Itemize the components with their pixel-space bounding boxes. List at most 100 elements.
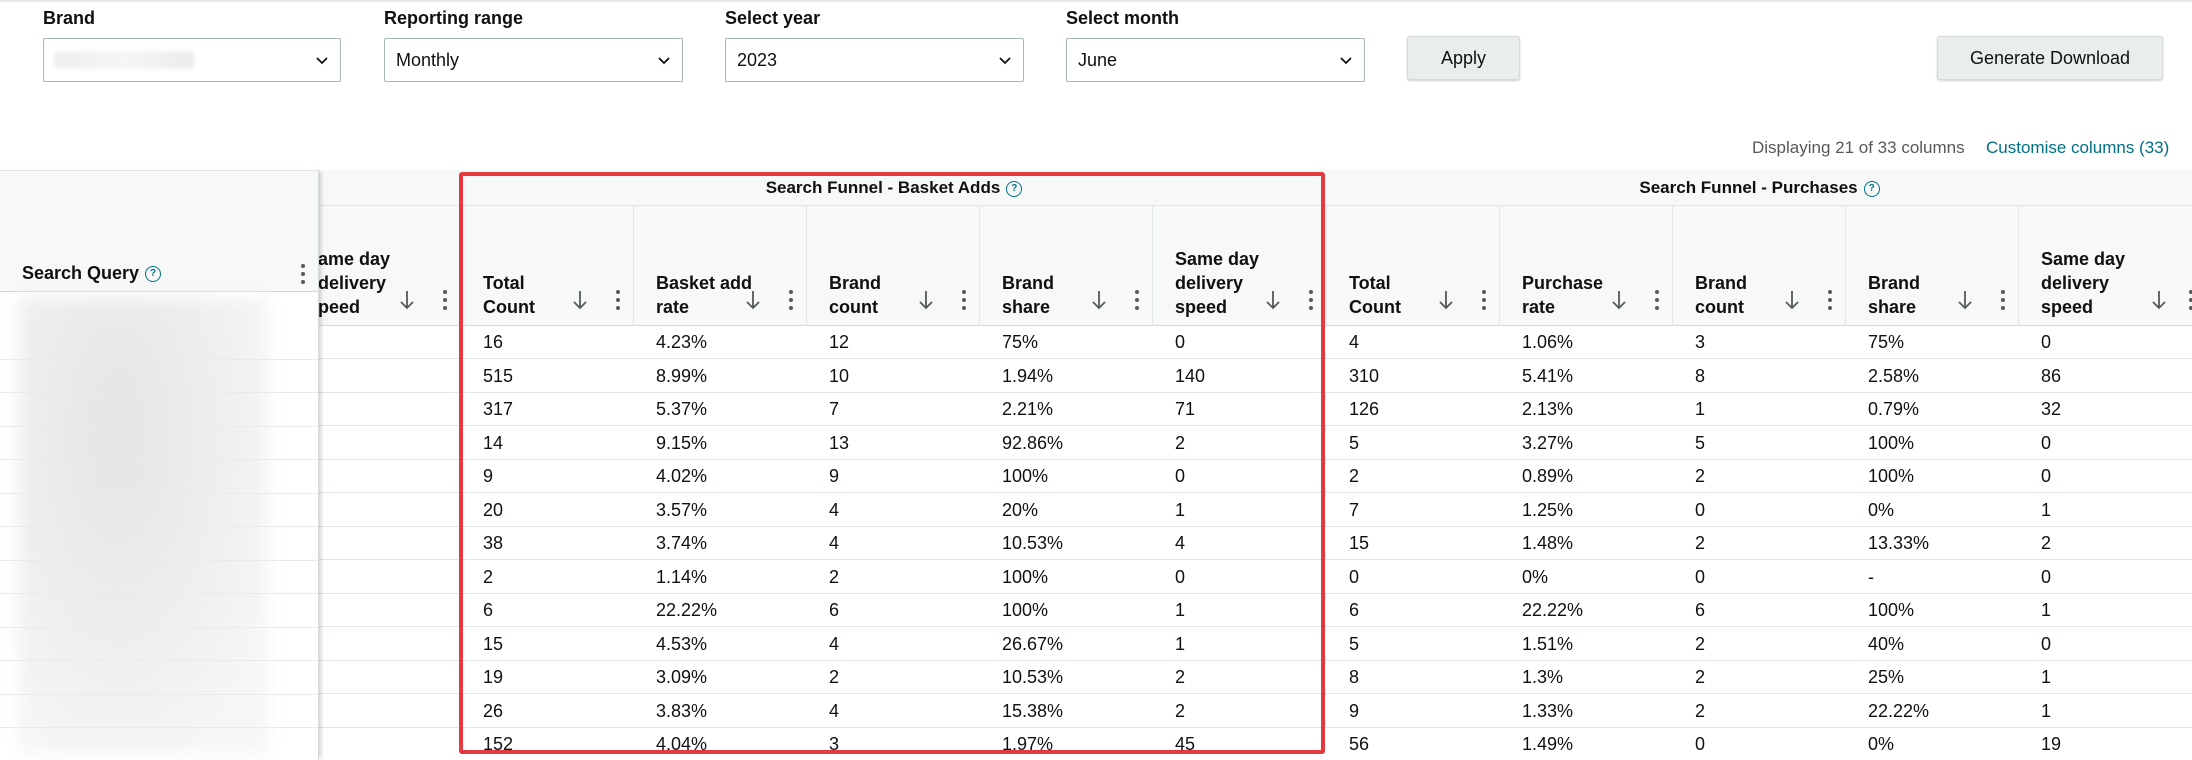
customise-columns-link[interactable]: Customise columns (33) xyxy=(1986,138,2170,157)
cell-purchase-brand-count: 1 xyxy=(1695,399,1706,419)
sort-arrow-icon[interactable] xyxy=(1437,289,1455,311)
help-icon[interactable]: ? xyxy=(1863,180,1880,197)
column-header-purchase-brand-share[interactable]: Brand share xyxy=(1846,206,2019,326)
cell-basket-total: 20 xyxy=(483,499,504,520)
cell-basket-brand-share: 10.53% xyxy=(1002,533,1064,553)
sort-arrow-icon[interactable] xyxy=(1264,289,1282,311)
cell-purchase-sameday: 0 xyxy=(2041,566,2052,587)
kebab-menu-icon[interactable] xyxy=(788,289,794,311)
kebab-menu-icon[interactable] xyxy=(2000,289,2006,311)
help-icon[interactable]: ? xyxy=(145,266,162,283)
reporting-range-select[interactable]: Monthly xyxy=(384,38,683,82)
cell-purchase-brand-count: 5 xyxy=(1695,432,1706,453)
kebab-menu-icon[interactable] xyxy=(1134,289,1140,311)
row-divider xyxy=(0,660,318,661)
table-row: 15 4.53% 4 26.67% 1 5 1.51% 2 40% 0 xyxy=(0,628,2192,661)
apply-button[interactable]: Apply xyxy=(1407,36,1520,80)
cell-purchase-brand-count: 2 xyxy=(1695,533,1706,553)
cell-purchase-sameday: 19 xyxy=(2041,734,2062,754)
sort-arrow-icon[interactable] xyxy=(744,289,762,311)
cell-basket-brand-share: 75% xyxy=(1002,332,1039,352)
group-header-purchases: Search Funnel - Purchases? xyxy=(1327,170,2192,206)
column-header-basket-add-rate[interactable]: Basket add rate xyxy=(634,206,807,326)
cell-basket-rate: 3.83% xyxy=(656,700,708,721)
cell-basket-brand-count: 13 xyxy=(829,432,850,453)
cell-purchase-brand-share: 0.79% xyxy=(1868,399,1920,419)
cell-purchase-total: 5 xyxy=(1349,432,1360,453)
cell-purchase-brand-share: 75% xyxy=(1868,332,1905,352)
group-title-basket-adds: Search Funnel - Basket Adds xyxy=(765,178,1001,197)
kebab-menu-icon[interactable] xyxy=(300,263,306,285)
cell-basket-total: 317 xyxy=(483,399,514,419)
cell-basket-sameday: 71 xyxy=(1175,399,1196,419)
generate-download-button[interactable]: Generate Download xyxy=(1937,36,2163,80)
column-title: Total Count xyxy=(483,273,535,317)
cell-purchase-brand-count: 2 xyxy=(1695,700,1706,721)
search-query-values-redacted xyxy=(18,298,268,753)
cell-purchase-brand-share: 13.33% xyxy=(1868,533,1930,553)
column-header-basket-brand-share[interactable]: Brand share xyxy=(980,206,1153,326)
row-divider xyxy=(0,425,318,427)
sort-arrow-icon[interactable] xyxy=(1956,289,1974,311)
sort-arrow-icon[interactable] xyxy=(917,289,935,311)
brand-select[interactable] xyxy=(43,38,341,82)
group-title-purchases: Search Funnel - Purchases xyxy=(1639,178,1858,197)
column-header-basket-same-day[interactable]: Same day delivery speed xyxy=(1153,206,1327,326)
sort-arrow-icon[interactable] xyxy=(571,289,589,311)
kebab-menu-icon[interactable] xyxy=(1827,289,1833,311)
cell-purchase-brand-share: 0% xyxy=(1868,734,1895,754)
cell-purchase-total: 126 xyxy=(1349,399,1380,419)
cell-basket-rate: 3.57% xyxy=(656,499,708,520)
column-header-purchase-rate[interactable]: Purchase rate xyxy=(1500,206,1673,326)
kebab-menu-icon[interactable] xyxy=(615,289,621,311)
month-select[interactable]: June xyxy=(1066,38,1365,82)
cell-purchase-sameday: 0 xyxy=(2041,466,2052,486)
column-header-purchase-same-day[interactable]: Same day delivery speed xyxy=(2019,206,2192,326)
sort-arrow-icon[interactable] xyxy=(1783,289,1801,311)
kebab-menu-icon[interactable] xyxy=(2188,289,2192,311)
year-select[interactable]: 2023 xyxy=(725,38,1024,82)
cell-basket-sameday: 140 xyxy=(1175,365,1206,386)
cell-purchase-brand-count: 6 xyxy=(1695,600,1706,620)
table-row: 2263.83%415.38%291.33%222.22%1 xyxy=(0,695,2192,728)
cell-purchase-brand-share: - xyxy=(1868,566,1874,587)
cell-purchase-total: 8 xyxy=(1349,667,1360,687)
kebab-menu-icon[interactable] xyxy=(1654,289,1660,311)
chevron-down-icon xyxy=(1340,57,1352,65)
table-row: 14 9.15% 13 92.86% 2 5 3.27% 5 100% 0 xyxy=(0,427,2192,460)
cell-purchase-sameday: 1 xyxy=(2041,700,2052,721)
cell-purchase-rate: 5.41% xyxy=(1522,365,1574,386)
cell-basket-sameday: 2 xyxy=(1175,667,1186,687)
kebab-menu-icon[interactable] xyxy=(961,289,967,311)
kebab-menu-icon[interactable] xyxy=(1481,289,1487,311)
chevron-down-icon xyxy=(316,57,328,65)
cell-basket-total: 38 xyxy=(483,533,504,553)
cell-basket-total: 15 xyxy=(483,633,504,654)
cell-purchase-rate: 2.13% xyxy=(1522,399,1574,419)
cell-basket-rate: 4.02% xyxy=(656,466,708,486)
column-header-purchase-total-count[interactable]: Total Count xyxy=(1327,206,1500,326)
cell-basket-total: 2 xyxy=(483,566,494,587)
help-icon[interactable]: ? xyxy=(1006,180,1023,197)
column-header-basket-total-count[interactable]: Total Count xyxy=(461,206,634,326)
kebab-menu-icon[interactable] xyxy=(1308,289,1314,311)
cell-basket-rate: 1.14% xyxy=(656,566,708,587)
cell-purchase-total: 2 xyxy=(1349,466,1360,486)
kebab-menu-icon[interactable] xyxy=(442,289,448,311)
cell-basket-rate: 5.37% xyxy=(656,399,708,419)
sort-arrow-icon[interactable] xyxy=(1090,289,1108,311)
row-divider xyxy=(0,358,318,360)
column-header-search-query[interactable]: Search Query? xyxy=(0,170,318,292)
sort-arrow-icon[interactable] xyxy=(398,289,416,311)
row-divider xyxy=(0,459,318,460)
cell-basket-total: 16 xyxy=(483,332,504,352)
cell-basket-rate: 4.04% xyxy=(656,734,708,754)
sort-arrow-icon[interactable] xyxy=(1610,289,1628,311)
column-title: Total Count xyxy=(1349,273,1401,317)
column-header-purchase-brand-count[interactable]: Brand count xyxy=(1673,206,1846,326)
cell-basket-rate: 9.15% xyxy=(656,432,708,453)
column-header-basket-brand-count[interactable]: Brand count xyxy=(807,206,980,326)
cell-purchase-rate: 3.27% xyxy=(1522,432,1574,453)
sort-arrow-icon[interactable] xyxy=(2150,289,2168,311)
